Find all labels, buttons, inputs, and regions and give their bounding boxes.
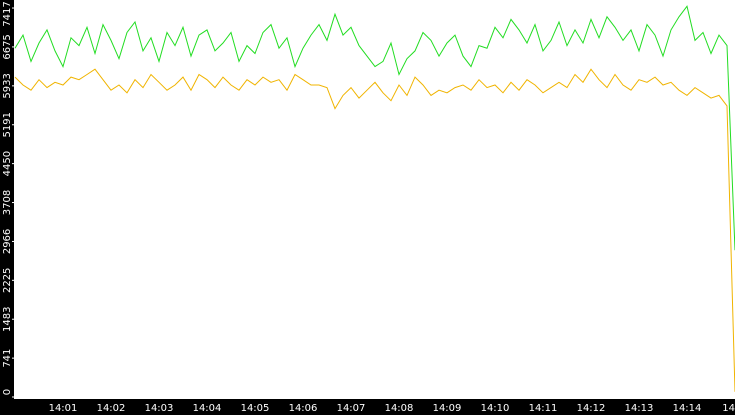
y-tick-label: 5191 [2,112,13,137]
series-line [14,68,735,392]
y-tick-label: 1483 [2,306,13,331]
x-tick-label: 14:03 [145,403,174,414]
x-tick-label: 14:06 [289,403,318,414]
series-line [14,5,735,251]
y-tick-label: 0 [2,389,13,395]
x-tick-label: 14 [722,403,735,414]
y-tick-label: 6675 [2,34,13,59]
y-tick-label: 2966 [2,229,13,254]
x-tick-label: 14:05 [241,403,270,414]
x-tick-label: 14:01 [49,403,78,414]
x-tick-label: 14:02 [97,403,126,414]
x-axis-strip [0,399,735,415]
y-tick-label: 7417 [2,1,13,26]
x-tick-label: 14:13 [625,403,654,414]
x-tick-label: 14:04 [193,403,222,414]
y-tick-label: 741 [2,349,13,368]
x-tick-label: 14:09 [433,403,462,414]
x-tick-label: 14:10 [481,403,510,414]
x-tick-label: 14:08 [385,403,414,414]
y-tick-label: 5933 [2,73,13,98]
y-axis-strip [0,0,14,415]
y-tick-label: 3708 [2,190,13,215]
x-tick-label: 14:11 [529,403,558,414]
x-tick-label: 14:12 [577,403,606,414]
x-tick-label: 14:14 [673,403,702,414]
x-tick-label: 14:07 [337,403,366,414]
y-tick-label: 2225 [2,268,13,293]
y-tick-label: 4450 [2,151,13,176]
